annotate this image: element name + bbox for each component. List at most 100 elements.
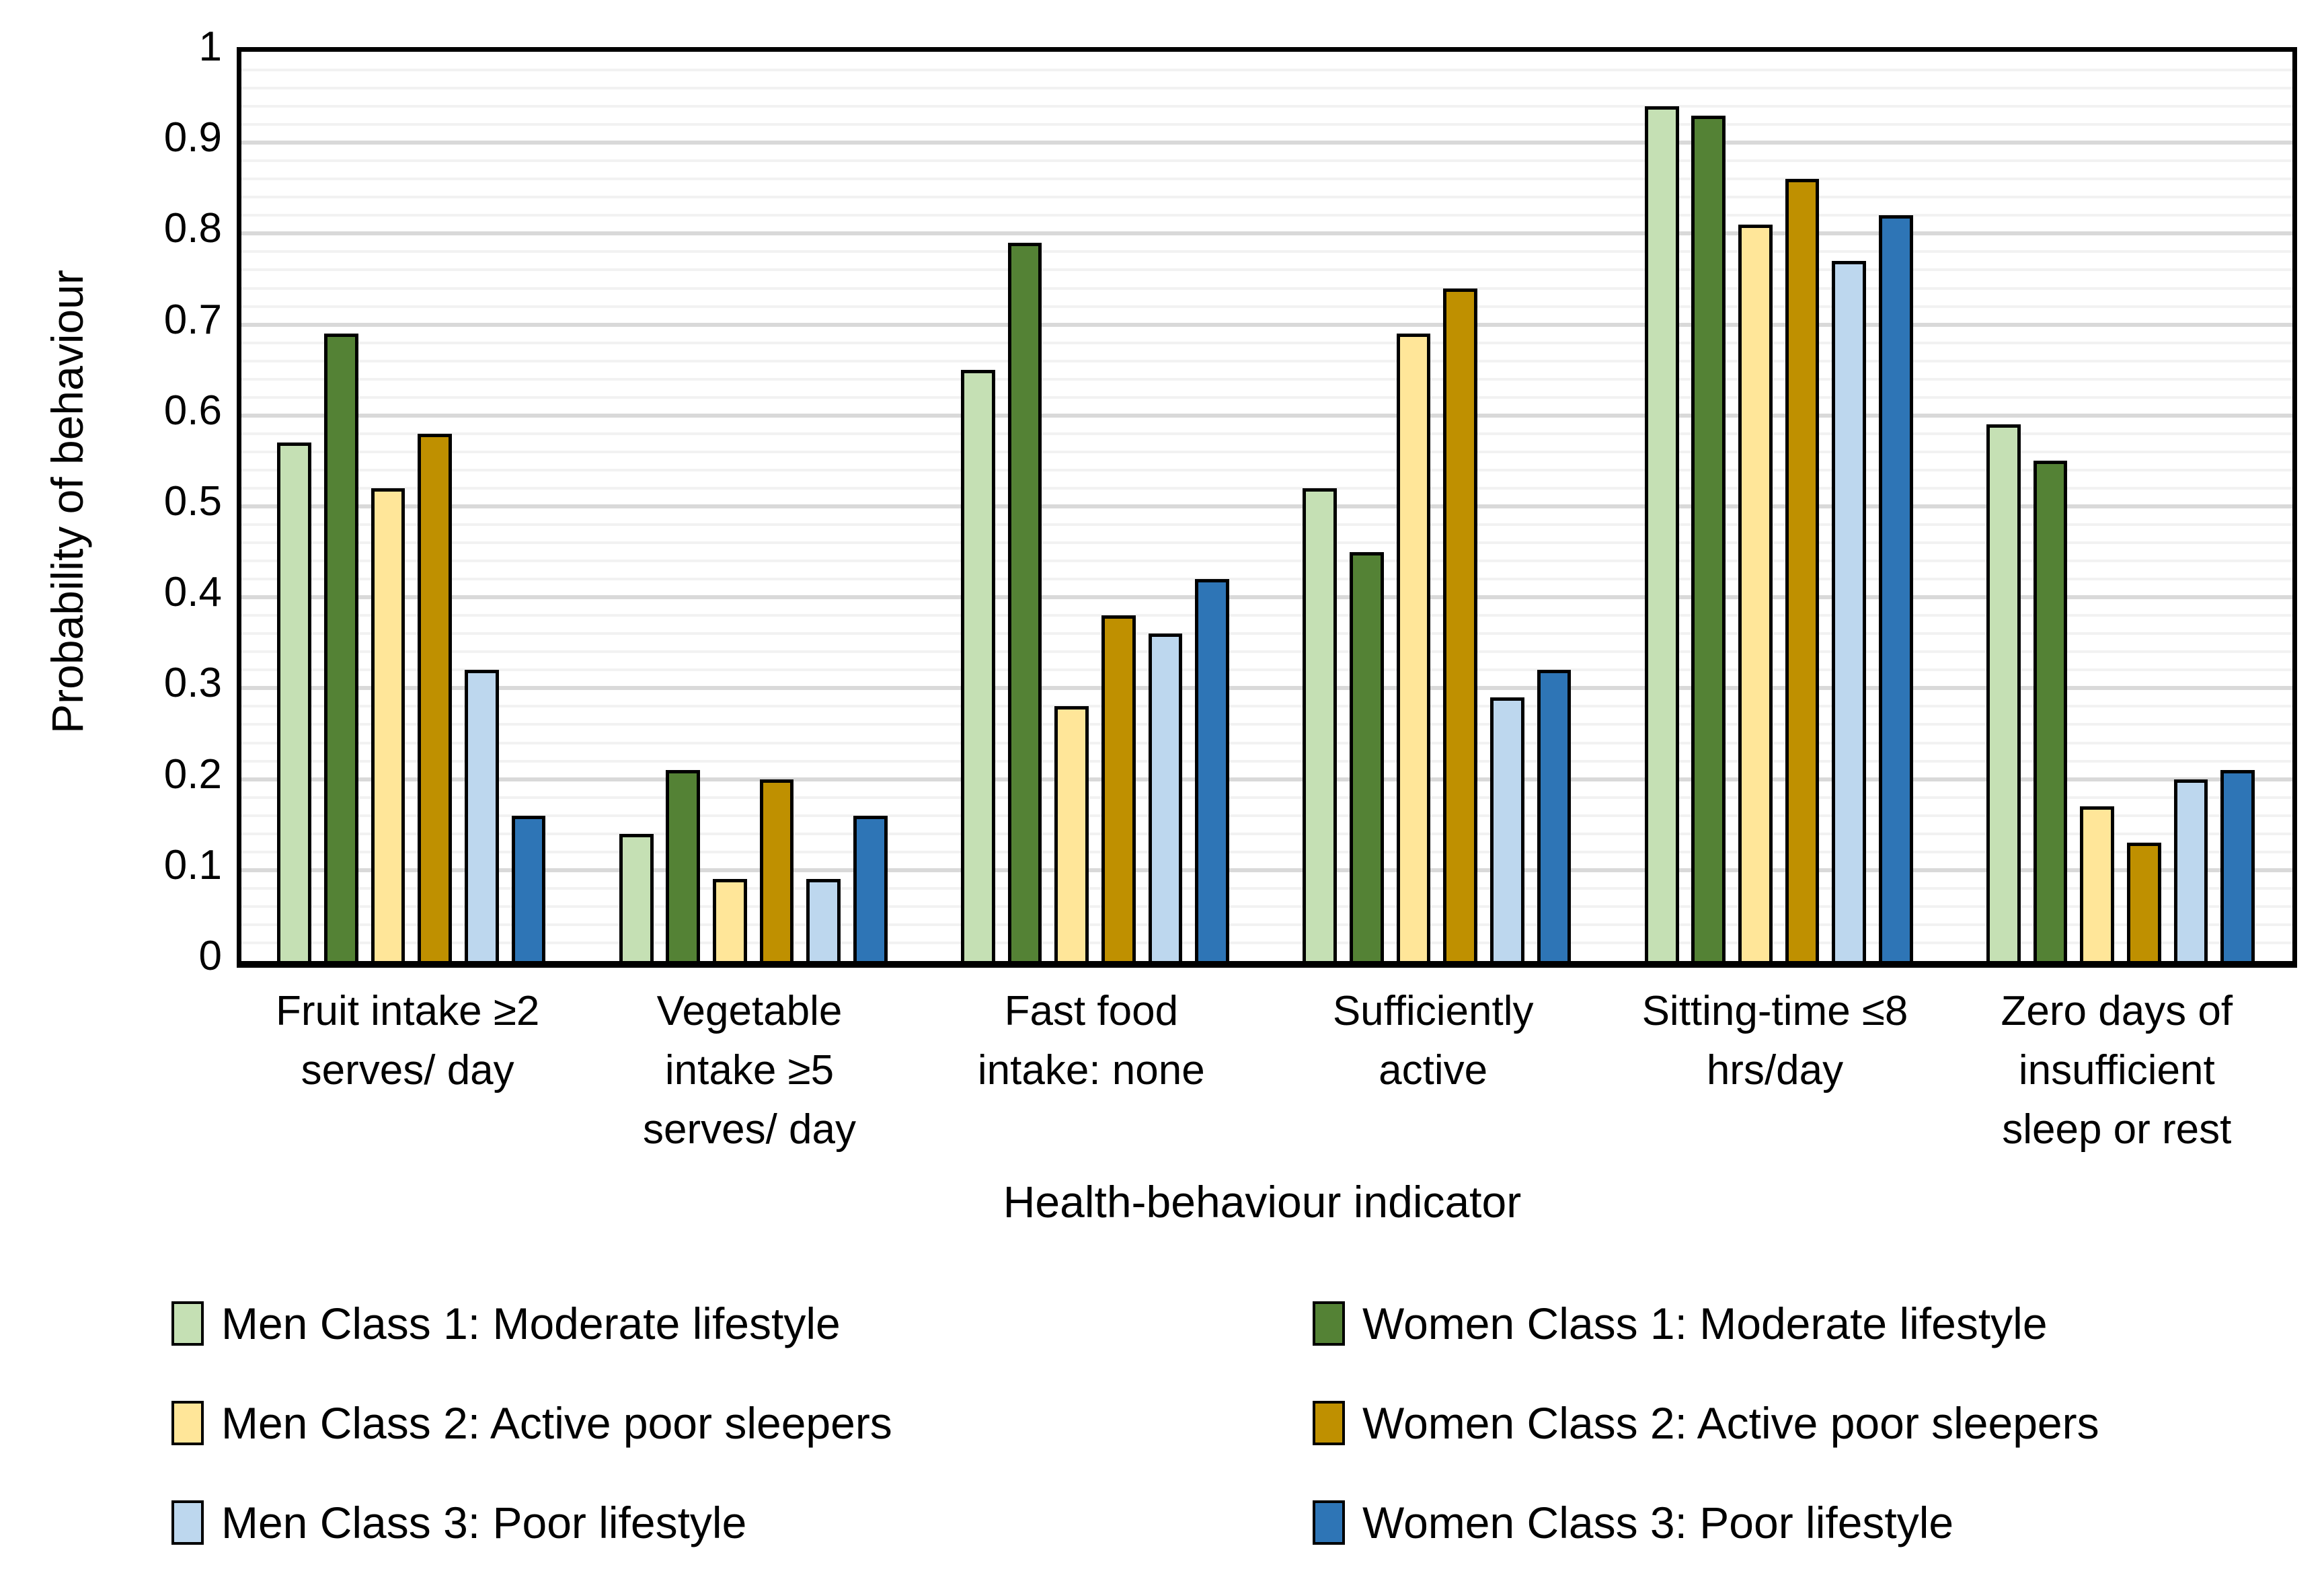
legend-label: Women Class 2: Active poor sleepers [1362, 1398, 2099, 1448]
bar [1054, 706, 1089, 961]
minor-gridline [241, 69, 2292, 72]
legend-item: Men Class 2: Active poor sleepers [171, 1396, 892, 1450]
minor-gridline [241, 723, 2292, 726]
y-axis-title: Probability of behaviour [42, 270, 92, 734]
minor-gridline [241, 741, 2292, 744]
minor-gridline [241, 341, 2292, 344]
bar [511, 815, 546, 961]
minor-gridline [241, 650, 2292, 654]
bar [1691, 115, 1726, 961]
bar [1443, 288, 1478, 961]
legend-item: Women Class 2: Active poor sleepers [1313, 1396, 2099, 1450]
bar [324, 334, 358, 961]
minor-gridline [241, 668, 2292, 672]
bar [666, 770, 701, 961]
legend-label: Men Class 2: Active poor sleepers [221, 1398, 892, 1448]
bar-group [583, 52, 925, 961]
y-tick-label: 0.3 [163, 660, 222, 707]
x-category-label-line: serves/ day [642, 1106, 856, 1153]
y-tick-label: 0.6 [163, 387, 222, 434]
legend-swatch [1313, 1401, 1345, 1445]
minor-gridline [241, 359, 2292, 362]
minor-gridline [241, 450, 2292, 453]
major-gridline [241, 868, 2292, 872]
legend-swatch [171, 1500, 204, 1545]
legend-label: Women Class 3: Poor lifestyle [1362, 1498, 1954, 1547]
x-category-label-line: hrs/day [1706, 1047, 1844, 1094]
bar [371, 488, 405, 961]
y-tick-label: 0.2 [163, 751, 222, 798]
minor-gridline [241, 468, 2292, 471]
minor-gridline [241, 523, 2292, 527]
minor-gridline [241, 196, 2292, 199]
chart-legend: Men Class 1: Moderate lifestyle Women Cla… [0, 1278, 2324, 1573]
y-tick-label: 0.8 [163, 205, 222, 252]
legend-label: Women Class 1: Moderate lifestyle [1362, 1299, 2048, 1348]
minor-gridline [241, 814, 2292, 817]
minor-gridline [241, 923, 2292, 926]
minor-gridline [241, 578, 2292, 581]
x-category-label-line: active [1379, 1047, 1488, 1094]
y-axis-tick-labels: 1 0.9 0.8 0.7 0.6 0.5 0.4 0.3 0.2 0.1 0 [0, 0, 222, 1573]
minor-gridline [241, 286, 2292, 290]
minor-gridline [241, 941, 2292, 944]
bar [712, 879, 747, 961]
minor-gridline [241, 850, 2292, 853]
x-category-label-line: Vegetable [656, 988, 843, 1034]
minor-gridline [241, 560, 2292, 563]
x-category-label: Sufficiently active [1262, 982, 1604, 1100]
legend-label: Men Class 1: Moderate lifestyle [221, 1299, 841, 1348]
major-gridline [241, 141, 2292, 145]
bar-group [1267, 52, 1609, 961]
x-category-label: Fast food intake: none [921, 982, 1262, 1100]
y-tick-label: 0.4 [163, 569, 222, 616]
bar [806, 879, 841, 961]
y-tick-label: 0.9 [163, 114, 222, 161]
y-tick-label: 0.5 [163, 478, 222, 525]
legend-swatch [1313, 1301, 1345, 1346]
legend-item: Women Class 3: Poor lifestyle [1313, 1496, 1953, 1549]
x-category-label-line: serves/ day [301, 1047, 514, 1094]
y-tick-label: 1 [198, 24, 222, 70]
bar [418, 433, 453, 961]
legend-item: Men Class 3: Poor lifestyle [171, 1496, 746, 1549]
minor-gridline [241, 886, 2292, 890]
minor-gridline [241, 632, 2292, 636]
minor-gridline [241, 541, 2292, 545]
plot-area [237, 47, 2297, 968]
major-gridline [241, 231, 2292, 236]
bar [1101, 615, 1136, 961]
bar [1738, 224, 1773, 961]
y-tick-label: 0 [198, 933, 222, 979]
x-category-label-line: intake: none [977, 1047, 1205, 1094]
legend-item: Women Class 1: Moderate lifestyle [1313, 1297, 2048, 1350]
x-category-label-line: insufficient [2018, 1047, 2215, 1094]
minor-gridline [241, 214, 2292, 217]
bar [1489, 697, 1524, 961]
major-gridline [241, 686, 2292, 691]
y-tick-label: 0.1 [163, 841, 222, 888]
legend-label: Men Class 3: Poor lifestyle [221, 1498, 747, 1547]
bar [619, 833, 654, 961]
x-category-label-line: Fruit intake ≥2 [275, 988, 540, 1034]
bar [1350, 551, 1384, 961]
minor-gridline [241, 796, 2292, 799]
minor-gridline [241, 250, 2292, 254]
bar [853, 815, 888, 961]
minor-gridline [241, 759, 2292, 763]
bar-group [1609, 52, 1950, 961]
bar [1303, 488, 1338, 961]
minor-gridline [241, 705, 2292, 708]
minor-gridline [241, 395, 2292, 399]
major-gridline [241, 595, 2292, 600]
major-gridline [241, 504, 2292, 508]
bar [1537, 670, 1572, 961]
x-category-label: Vegetable intake ≥5 serves/ day [578, 982, 920, 1159]
minor-gridline [241, 87, 2292, 90]
major-gridline [241, 322, 2292, 327]
bar-group [925, 52, 1267, 961]
major-gridline [241, 777, 2292, 781]
bar [1785, 179, 1820, 961]
minor-gridline [241, 123, 2292, 126]
